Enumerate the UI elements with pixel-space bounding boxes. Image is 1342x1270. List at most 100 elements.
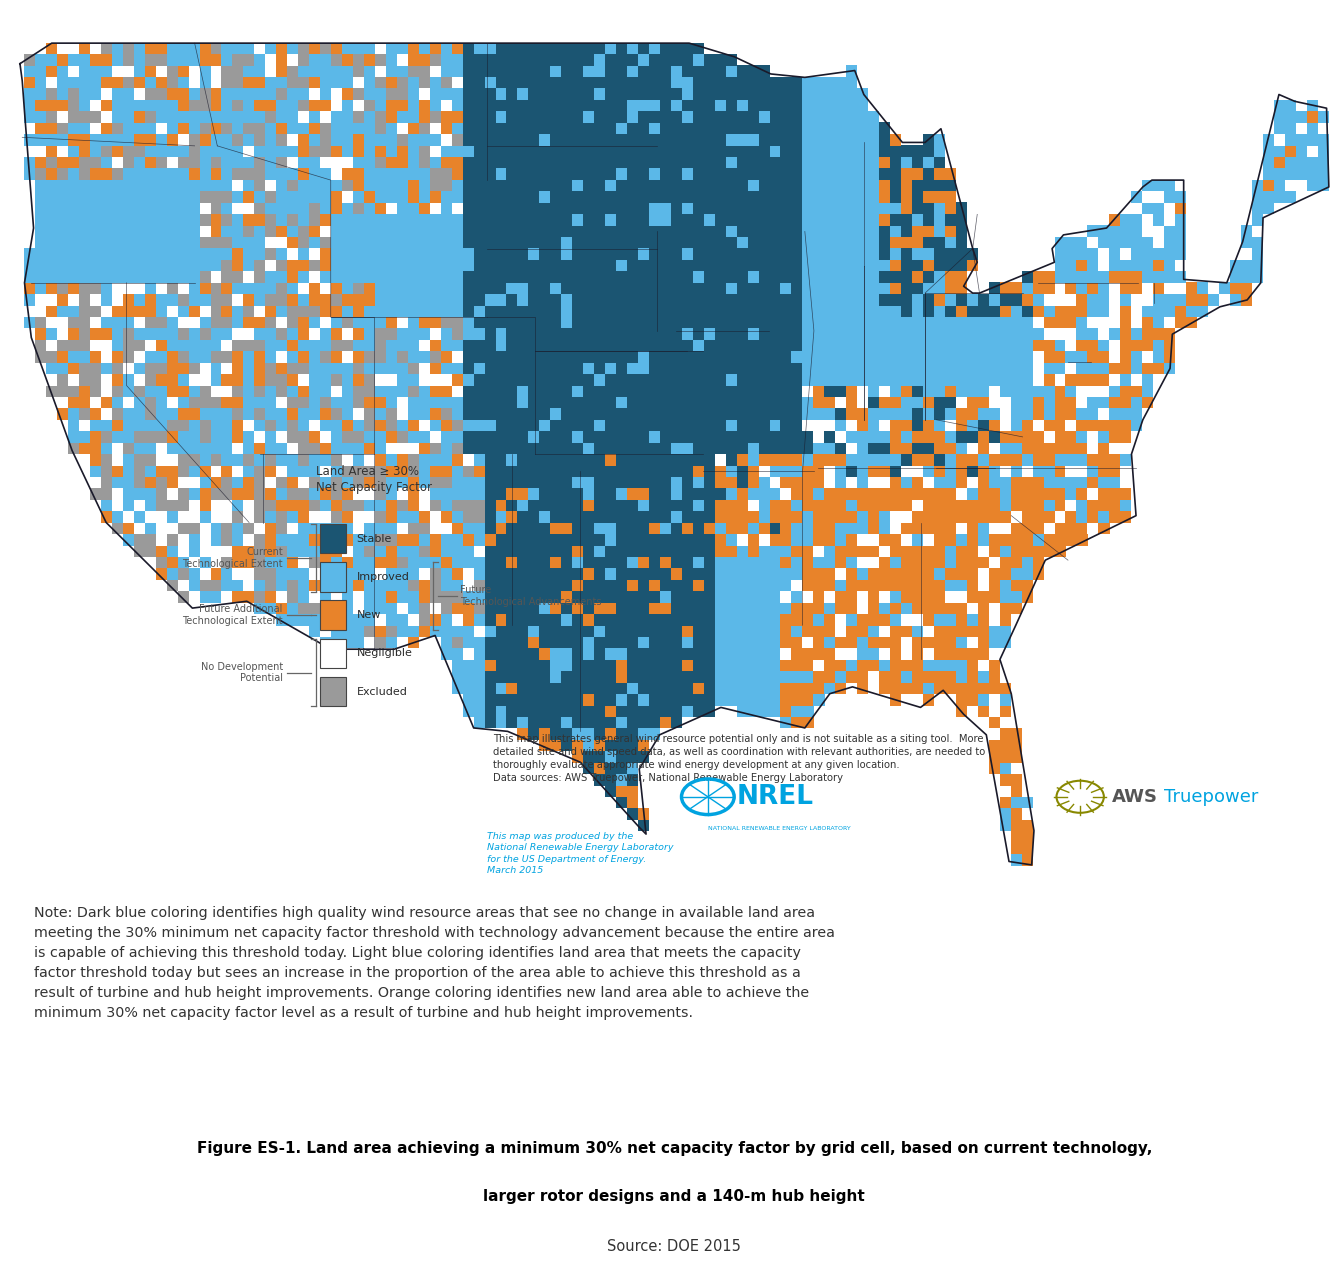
Bar [758, 682, 770, 695]
Bar [221, 328, 232, 340]
Bar [1066, 511, 1076, 523]
Bar [221, 351, 232, 363]
Bar [803, 511, 813, 523]
Bar [605, 65, 616, 77]
Bar [474, 305, 484, 318]
Bar [605, 431, 616, 443]
Bar [58, 110, 68, 123]
Bar [1000, 408, 1011, 420]
Bar [572, 408, 584, 420]
Bar [1121, 202, 1131, 215]
Bar [539, 351, 550, 363]
Bar [331, 156, 342, 169]
Bar [682, 293, 692, 306]
Bar [879, 545, 890, 558]
Bar [671, 271, 682, 283]
Bar [803, 705, 813, 718]
Bar [913, 511, 923, 523]
Bar [671, 328, 682, 340]
Bar [309, 190, 321, 203]
Bar [298, 545, 310, 558]
Bar [966, 522, 978, 535]
Bar [166, 225, 178, 237]
Bar [692, 568, 705, 580]
Bar [703, 133, 715, 146]
Bar [495, 110, 507, 123]
Bar [321, 408, 331, 420]
Bar [452, 293, 463, 306]
Bar [692, 602, 705, 615]
Bar [232, 282, 244, 295]
Bar [595, 773, 605, 786]
Bar [484, 305, 495, 318]
Bar [211, 88, 221, 100]
Bar [353, 625, 364, 638]
Bar [452, 351, 463, 363]
Bar [353, 236, 364, 249]
Bar [506, 88, 518, 100]
Bar [715, 659, 726, 672]
Bar [726, 693, 737, 706]
Bar [1110, 351, 1121, 363]
Bar [737, 271, 747, 283]
Bar [561, 705, 573, 718]
Bar [835, 145, 847, 157]
Bar [429, 236, 442, 249]
Bar [374, 396, 386, 409]
Bar [650, 522, 660, 535]
Bar [211, 431, 221, 443]
Bar [408, 545, 419, 558]
Bar [200, 259, 211, 272]
Bar [419, 362, 429, 375]
Bar [660, 53, 671, 66]
Bar [1011, 613, 1021, 626]
Bar [650, 453, 660, 466]
Bar [813, 522, 824, 535]
Bar [682, 351, 692, 363]
Bar [847, 579, 858, 592]
Bar [276, 453, 287, 466]
Bar [353, 190, 364, 203]
Bar [1121, 408, 1131, 420]
Bar [890, 396, 902, 409]
Bar [595, 453, 605, 466]
Bar [572, 305, 584, 318]
Bar [374, 453, 386, 466]
Bar [682, 465, 692, 478]
Bar [605, 533, 616, 546]
Bar [495, 99, 507, 112]
Bar [913, 156, 923, 169]
Bar [847, 385, 858, 398]
Bar [747, 156, 758, 169]
Bar [561, 259, 573, 272]
Bar [189, 591, 200, 603]
Bar [803, 362, 813, 375]
Bar [68, 282, 79, 295]
Bar [518, 556, 529, 569]
Bar [616, 99, 627, 112]
Bar [923, 179, 934, 192]
Bar [813, 511, 824, 523]
Bar [397, 625, 408, 638]
Bar [692, 110, 705, 123]
Bar [956, 271, 968, 283]
Bar [518, 648, 529, 660]
Bar [616, 659, 627, 672]
Bar [835, 511, 847, 523]
Bar [221, 396, 232, 409]
Bar [660, 65, 671, 77]
Bar [429, 488, 442, 500]
Bar [792, 362, 803, 375]
Bar [440, 465, 452, 478]
Bar [595, 259, 605, 272]
Bar [255, 316, 266, 329]
Bar [737, 362, 747, 375]
Bar [913, 602, 923, 615]
Bar [715, 408, 726, 420]
Bar [835, 556, 847, 569]
Bar [879, 362, 890, 375]
Bar [440, 579, 452, 592]
Bar [781, 351, 792, 363]
Bar [474, 248, 484, 260]
Bar [978, 419, 989, 432]
